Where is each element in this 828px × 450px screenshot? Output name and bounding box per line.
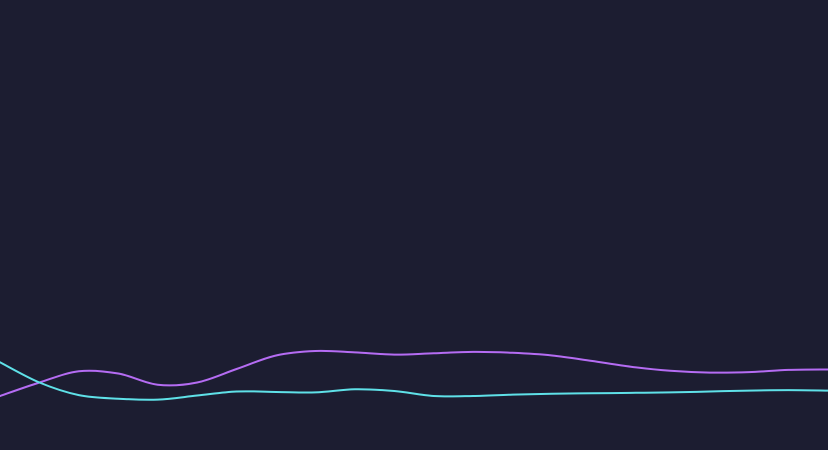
- series-line-purple: [0, 349, 828, 397]
- series-layer: [0, 349, 828, 401]
- series-line-cyan: [0, 361, 828, 401]
